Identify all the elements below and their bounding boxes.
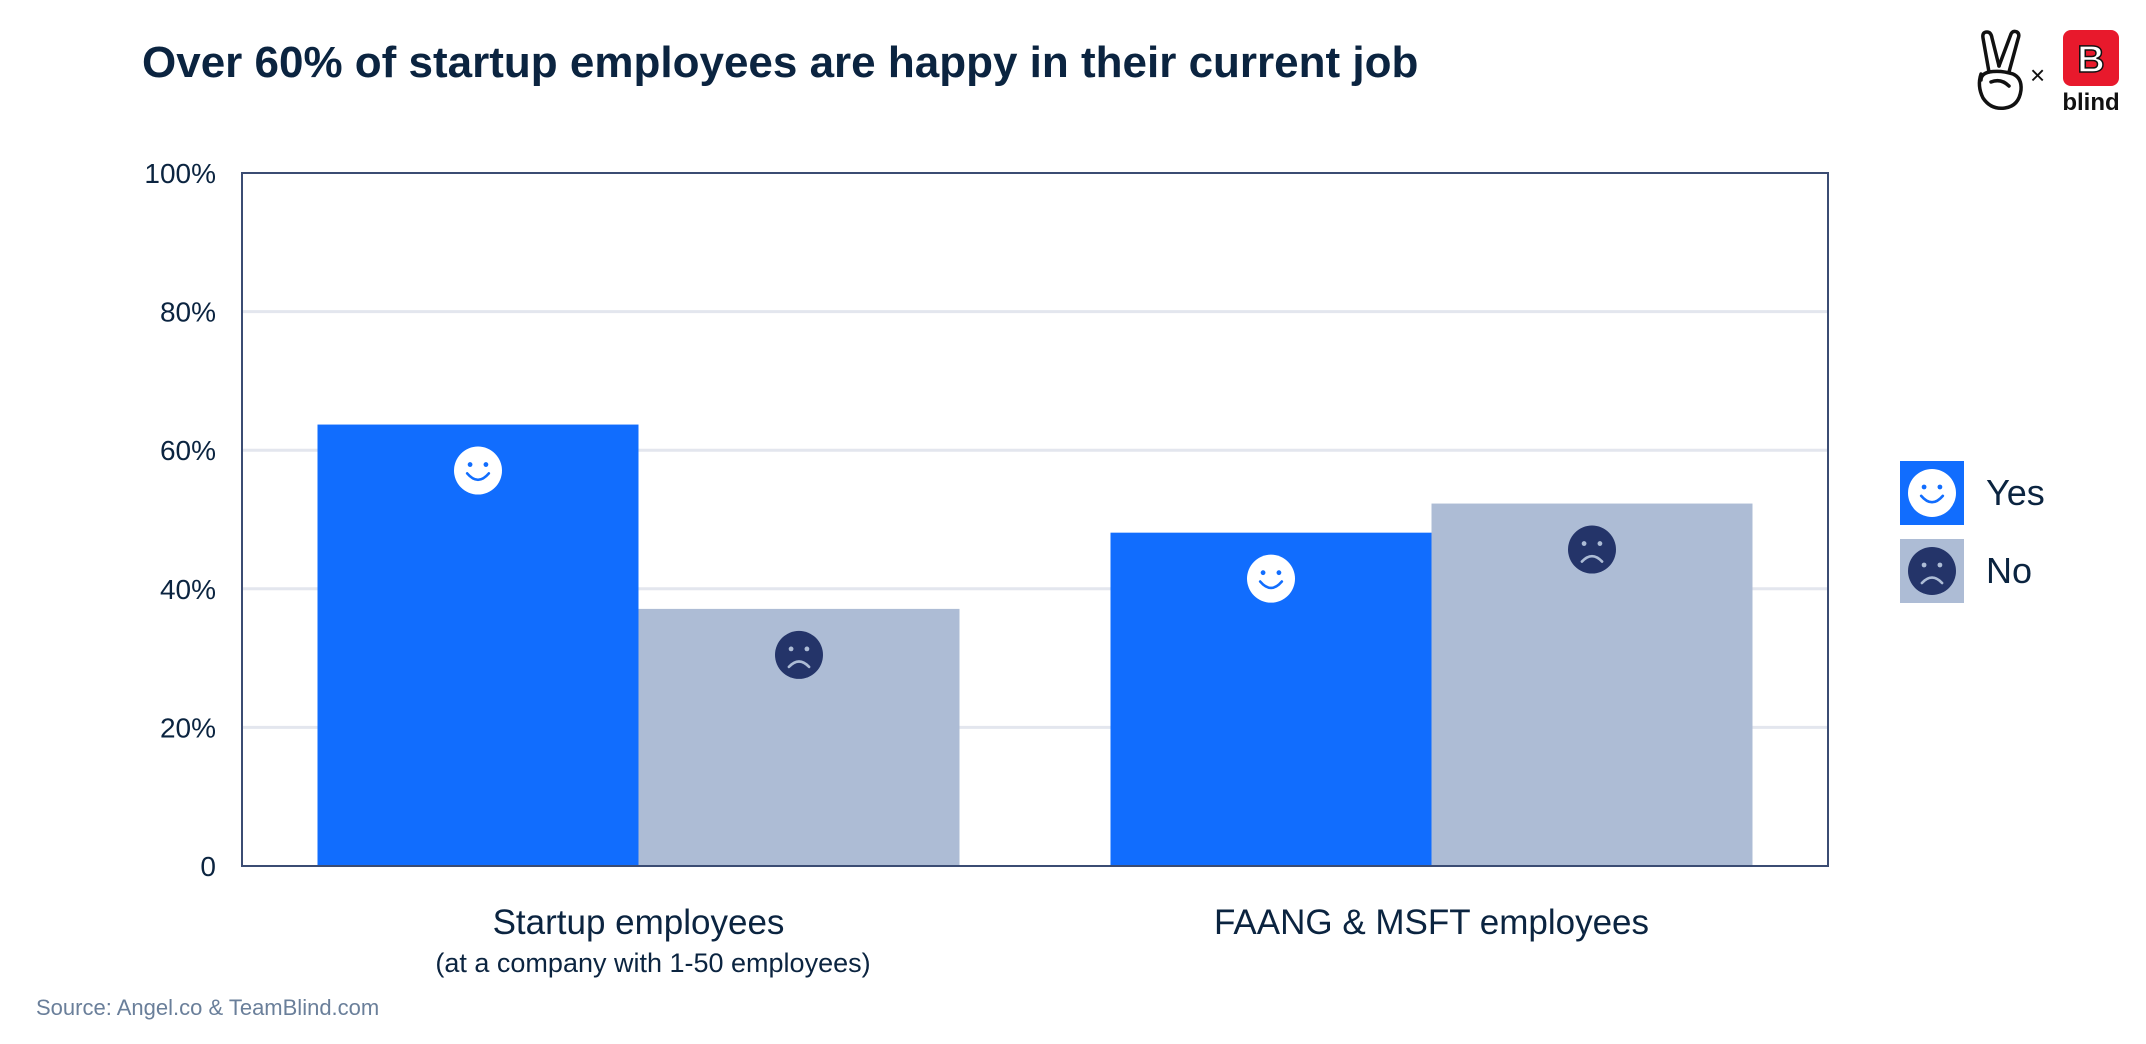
bar-yes: [317, 424, 639, 866]
x-category-label: Startup employees: [493, 903, 785, 942]
legend: Yes No: [1900, 461, 2045, 617]
blind-logo: B blind: [2062, 30, 2120, 114]
source-note: Source: Angel.co & TeamBlind.com: [36, 995, 380, 1020]
y-tick-label: 20%: [160, 712, 216, 743]
sad-face-icon: [1908, 547, 1956, 595]
y-tick-label: 80%: [160, 297, 216, 328]
logo: × B blind: [1977, 29, 2120, 114]
y-tick-label: 0: [200, 851, 216, 882]
happy-face-icon: [454, 446, 502, 495]
category-sublabel: (at a company with 1-50 employees): [435, 948, 871, 978]
x-category-label: FAANG & MSFT employees: [1214, 903, 1649, 942]
legend-swatch-yes: [1900, 461, 1964, 525]
legend-label-no: No: [1986, 550, 2033, 591]
legend-item-yes: Yes: [1900, 461, 2045, 525]
peace-hand-icon: [1977, 29, 2023, 111]
sad-face-icon: [775, 630, 823, 679]
y-tick-label: 60%: [160, 435, 216, 466]
happy-face-icon: [1247, 554, 1295, 603]
sad-face-icon: [1568, 525, 1616, 574]
logo-separator: ×: [2030, 60, 2045, 90]
legend-label-yes: Yes: [1986, 472, 2045, 513]
logo-brand: blind: [2062, 89, 2119, 114]
happy-face-icon: [1908, 469, 1956, 517]
legend-item-no: No: [1900, 539, 2045, 603]
legend-swatch-no: [1900, 539, 1964, 603]
plot-frame: [241, 172, 1829, 867]
y-tick-label: 100%: [144, 158, 216, 189]
svg-text:B: B: [2077, 39, 2104, 81]
chart-title: Over 60% of startup employees are happy …: [142, 38, 1419, 87]
y-tick-label: 40%: [160, 574, 216, 605]
